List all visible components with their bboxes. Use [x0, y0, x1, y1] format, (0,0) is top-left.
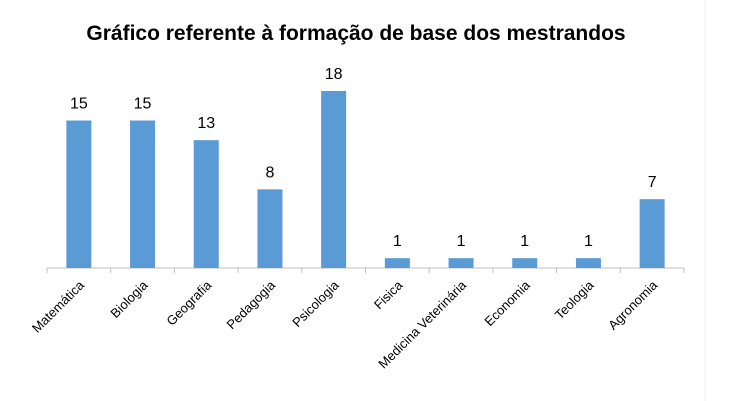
value-label: 1 [457, 233, 466, 250]
bar [321, 91, 347, 268]
bar [575, 258, 601, 268]
value-label: 1 [584, 233, 593, 250]
value-label: 1 [520, 233, 529, 250]
x-tick-label: Teologia [552, 277, 597, 322]
bar [130, 120, 156, 268]
value-label: 7 [648, 174, 657, 191]
value-label: 18 [325, 66, 343, 83]
x-tick-label: Biologia [107, 277, 151, 321]
x-tick-label: Agronomia [605, 277, 661, 333]
value-label: 15 [134, 96, 152, 113]
x-tick-label: Geografia [163, 277, 215, 329]
bar [639, 199, 665, 268]
bar [66, 120, 92, 268]
x-tick-label: Psicologia [289, 277, 342, 330]
value-label: 15 [70, 96, 88, 113]
value-label: 8 [265, 164, 274, 181]
bar [512, 258, 538, 268]
bar [193, 140, 219, 268]
x-tick-label: Pedagogia [224, 277, 279, 332]
bar [257, 189, 283, 268]
value-label: 1 [393, 233, 402, 250]
bar [384, 258, 410, 268]
x-tick-label: Fisica [371, 277, 406, 312]
bar [448, 258, 474, 268]
x-tick-label: Economia [481, 277, 533, 329]
value-label: 13 [197, 115, 215, 132]
x-tick-label: Matemática [29, 277, 88, 336]
chart-title: Gráfico referente à formação de base dos… [86, 22, 625, 45]
